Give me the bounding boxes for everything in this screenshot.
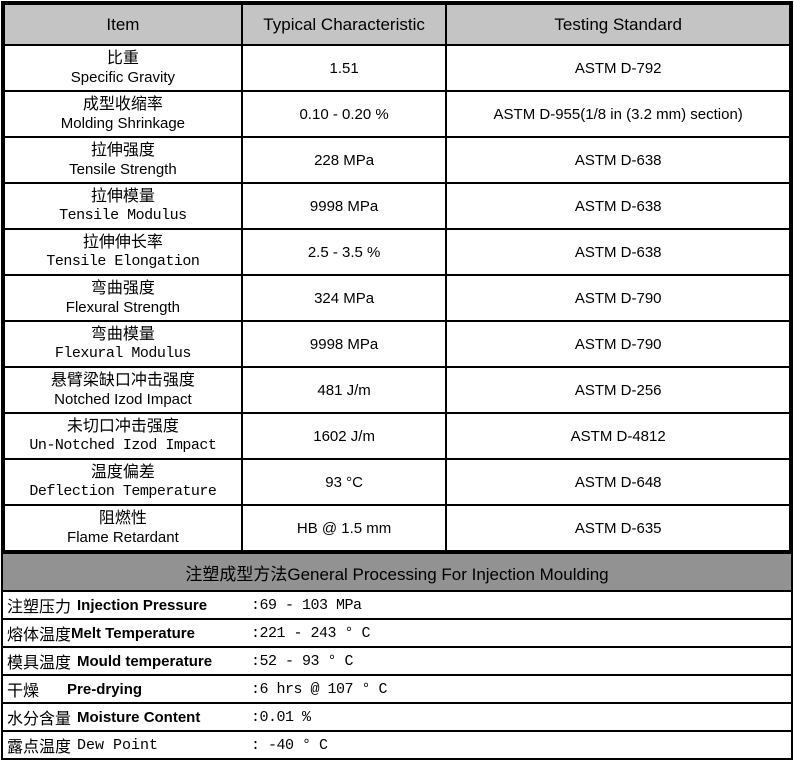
processing-value: :0.01 %: [251, 708, 311, 726]
item-cell: 温度偏差 Deflection Temperature: [3, 458, 243, 506]
value-cell: 1602 J/m: [240, 412, 448, 460]
value-cell: 9998 MPa: [240, 182, 448, 230]
standard-cell: ASTM D-638: [445, 136, 791, 184]
value-cell: 1.51: [240, 44, 448, 92]
processing-label-en: Pre-drying: [67, 680, 143, 698]
item-cell: 未切口冲击强度 Un-Notched Izod Impact: [3, 412, 243, 460]
processing-row-moisture-content: 水分含量 Moisture Content :0.01 %: [3, 702, 791, 730]
column-header-testing-standard: Testing Standard: [445, 3, 791, 46]
value-cell: 228 MPa: [240, 136, 448, 184]
column-header-typical-characteristic: Typical Characteristic: [240, 3, 448, 46]
standard-cell: ASTM D-635: [445, 504, 791, 552]
processing-value: :69 - 103 MPa: [251, 596, 362, 614]
standard-cell: ASTM D-790: [445, 320, 791, 368]
standard-cell: ASTM D-638: [445, 228, 791, 276]
processing-row-melt-temperature: 熔体温度 Melt Temperature :221 - 243 ° C: [3, 618, 791, 646]
table-row: 未切口冲击强度 Un-Notched Izod Impact 1602 J/m …: [3, 412, 791, 460]
table-row: 拉伸强度 Tensile Strength 228 MPa ASTM D-638: [3, 136, 791, 184]
value-cell: HB @ 1.5 mm: [240, 504, 448, 552]
processing-label-cn: 模具温度: [7, 655, 72, 672]
processing-label-en: Dew Point: [77, 736, 159, 754]
value-cell: 481 J/m: [240, 366, 448, 414]
item-cell: 阻燃性 Flame Retardant: [3, 504, 243, 552]
processing-row-injection-pressure: 注塑压力 Injection Pressure :69 - 103 MPa: [3, 590, 791, 618]
processing-label-cn: 水分含量: [7, 711, 72, 728]
standard-cell: ASTM D-256: [445, 366, 791, 414]
item-cell: 弯曲强度 Flexural Strength: [3, 274, 243, 322]
item-label-en: Deflection Temperature: [29, 482, 217, 500]
item-cell: 拉伸伸长率 Tensile Elongation: [3, 228, 243, 276]
standard-cell: ASTM D-955(1/8 in (3.2 mm) section): [445, 90, 791, 138]
item-cell: 拉伸强度 Tensile Strength: [3, 136, 243, 184]
item-label-cn: 未切口冲击强度: [66, 417, 179, 435]
processing-label-cn: 干燥: [7, 683, 40, 700]
table-row: 弯曲强度 Flexural Strength 324 MPa ASTM D-79…: [3, 274, 791, 322]
item-cell: 成型收缩率 Molding Shrinkage: [3, 90, 243, 138]
table-row: 比重 Specific Gravity 1.51 ASTM D-792: [3, 44, 791, 92]
value-cell: 0.10 - 0.20 %: [240, 90, 448, 138]
item-label-cn: 拉伸伸长率: [82, 233, 163, 251]
processing-label-en: Moisture Content: [77, 708, 201, 726]
item-label-en: Un-Notched Izod Impact: [29, 436, 217, 454]
column-header-item: Item: [3, 3, 243, 46]
item-label-en: Tensile Elongation: [46, 252, 200, 270]
processing-label-cn: 露点温度: [7, 739, 72, 756]
table-row: 拉伸伸长率 Tensile Elongation 2.5 - 3.5 % AST…: [3, 228, 791, 276]
table-row: 弯曲模量 Flexural Modulus 9998 MPa ASTM D-79…: [3, 320, 791, 368]
processing-label-en: Injection Pressure: [77, 596, 208, 614]
item-label-en: Tensile Strength: [69, 160, 177, 178]
item-label-cn: 温度偏差: [90, 463, 155, 481]
item-label-cn: 悬臂梁缺口冲击强度: [50, 371, 195, 389]
value-cell: 2.5 - 3.5 %: [240, 228, 448, 276]
standard-cell: ASTM D-792: [445, 44, 791, 92]
item-label-cn: 拉伸模量: [90, 187, 155, 205]
table-row: 成型收缩率 Molding Shrinkage 0.10 - 0.20 % AS…: [3, 90, 791, 138]
processing-label-en: Mould temperature: [77, 652, 213, 670]
standard-cell: ASTM D-790: [445, 274, 791, 322]
item-label-en: Flexural Strength: [65, 298, 181, 316]
item-label-cn: 比重: [106, 49, 139, 67]
value-cell: 324 MPa: [240, 274, 448, 322]
item-cell: 弯曲模量 Flexural Modulus: [3, 320, 243, 368]
table-header-row: Item Typical Characteristic Testing Stan…: [3, 3, 791, 46]
processing-row-mould-temperature: 模具温度 Mould temperature :52 - 93 ° C: [3, 646, 791, 674]
table-row: 阻燃性 Flame Retardant HB @ 1.5 mm ASTM D-6…: [3, 504, 791, 552]
datasheet-table: Item Typical Characteristic Testing Stan…: [1, 1, 793, 760]
processing-row-dew-point: 露点温度 Dew Point : -40 ° C: [3, 730, 791, 758]
item-cell: 拉伸模量 Tensile Modulus: [3, 182, 243, 230]
table-row: 拉伸模量 Tensile Modulus 9998 MPa ASTM D-638: [3, 182, 791, 230]
standard-cell: ASTM D-638: [445, 182, 791, 230]
item-label-cn: 拉伸强度: [90, 141, 155, 159]
value-cell: 93 °C: [240, 458, 448, 506]
item-label-cn: 成型收缩率: [82, 95, 163, 113]
standard-cell: ASTM D-4812: [445, 412, 791, 460]
processing-value: : -40 ° C: [251, 736, 328, 754]
item-label-en: Notched Izod Impact: [54, 390, 192, 408]
processing-label-cn: 注塑压力: [7, 599, 72, 616]
item-label-cn: 阻燃性: [98, 509, 147, 527]
standard-cell: ASTM D-648: [445, 458, 791, 506]
value-cell: 9998 MPa: [240, 320, 448, 368]
item-label-en: Tensile Modulus: [59, 206, 187, 224]
section-header-injection-moulding: 注塑成型方法General Processing For Injection M…: [3, 552, 791, 590]
processing-label-cn: 熔体温度: [7, 627, 72, 644]
processing-value: :52 - 93 ° C: [251, 652, 354, 670]
processing-value: :6 hrs @ 107 ° C: [251, 680, 388, 698]
processing-value: :221 - 243 ° C: [251, 624, 371, 642]
item-label-en: Flexural Modulus: [54, 344, 192, 362]
item-label-en: Molding Shrinkage: [60, 114, 186, 132]
properties-table: Item Typical Characteristic Testing Stan…: [3, 3, 791, 552]
item-label-cn: 弯曲模量: [90, 325, 155, 343]
processing-row-pre-drying: 干燥 Pre-drying :6 hrs @ 107 ° C: [3, 674, 791, 702]
item-label-en: Flame Retardant: [67, 528, 179, 546]
table-row: 温度偏差 Deflection Temperature 93 °C ASTM D…: [3, 458, 791, 506]
item-label-cn: 弯曲强度: [90, 279, 155, 297]
item-cell: 比重 Specific Gravity: [3, 44, 243, 92]
item-cell: 悬臂梁缺口冲击强度 Notched Izod Impact: [3, 366, 243, 414]
item-label-en: Specific Gravity: [70, 68, 175, 86]
processing-label-en: Melt Temperature: [71, 624, 195, 642]
table-row: 悬臂梁缺口冲击强度 Notched Izod Impact 481 J/m AS…: [3, 366, 791, 414]
